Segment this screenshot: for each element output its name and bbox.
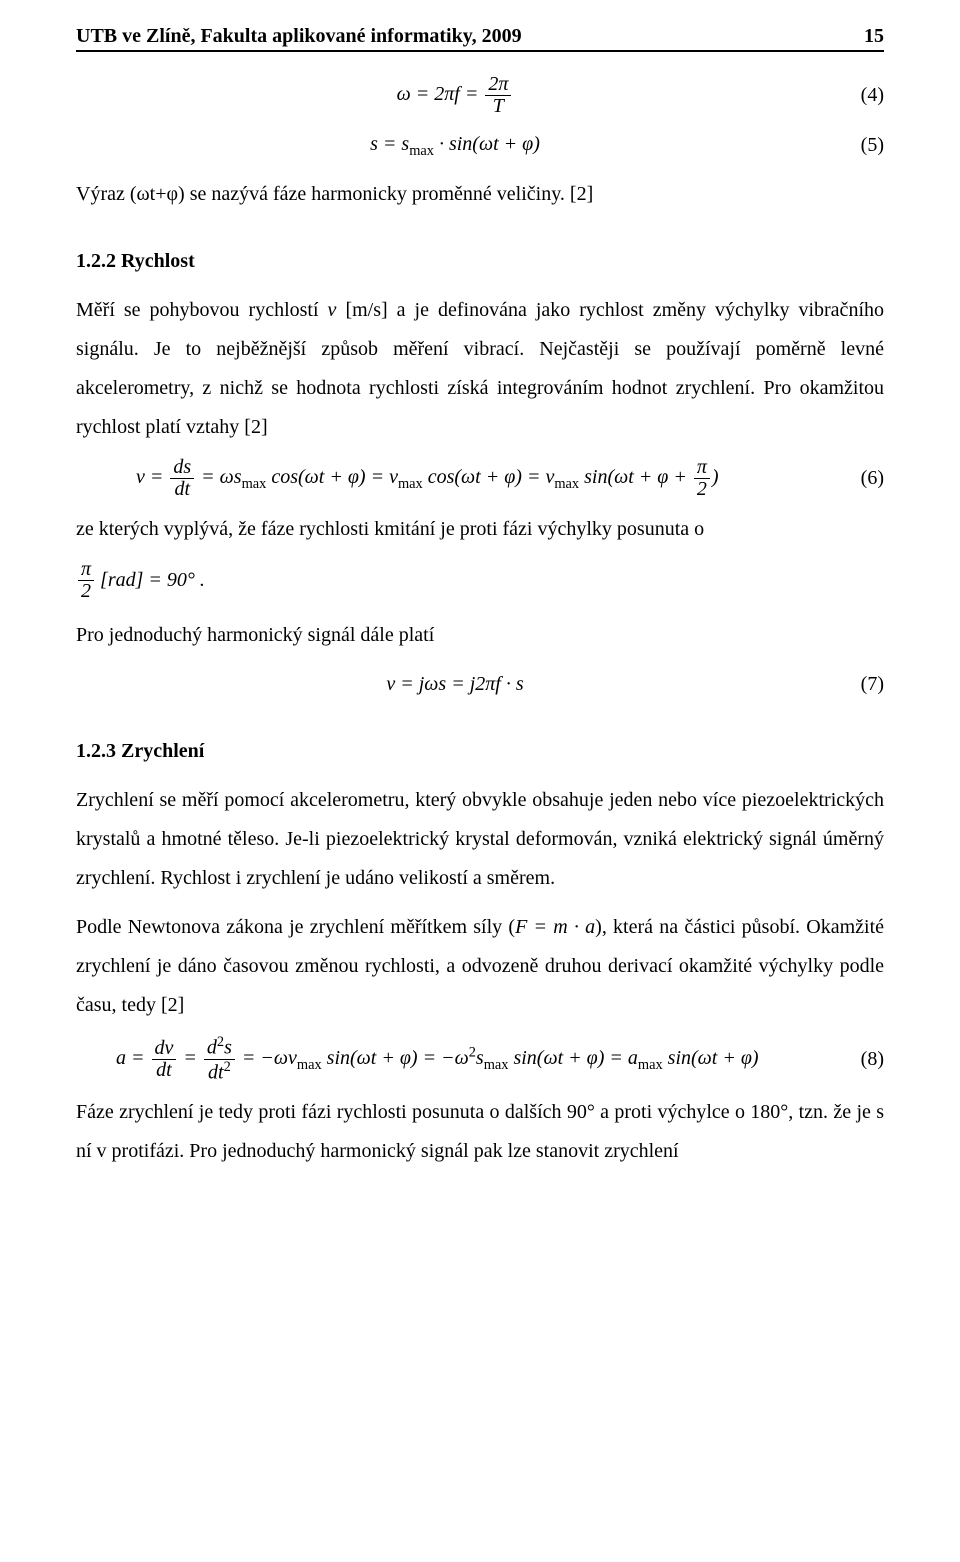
header-title: UTB ve Zlíně, Fakulta aplikované informa… (76, 24, 522, 48)
p3b-fn: π (78, 559, 94, 581)
eq6-f1d: dt (170, 479, 194, 500)
eq8-f2n-pre: d (207, 1037, 217, 1059)
header-page-number: 15 (864, 24, 884, 48)
equation-4-number: (4) (834, 76, 884, 115)
eq6-f1n: ds (170, 457, 194, 479)
eq6-s3: max (554, 476, 579, 492)
equation-5-number: (5) (834, 126, 884, 165)
eq8-eq: = (178, 1047, 202, 1069)
eq4-frac-num: 2π (485, 74, 511, 96)
eq8-m3: s (476, 1047, 484, 1069)
eq6-s1: max (242, 476, 267, 492)
eq8-m2: sin(ωt + φ) = −ω (322, 1047, 469, 1069)
eq5-pre: s = s (370, 133, 409, 155)
p3b-rest: [rad] = 90° . (100, 561, 205, 600)
eq4-frac-den: T (485, 96, 511, 117)
paragraph-acceleration-1: Zrychlení se měří pomocí akcelerometru, … (76, 781, 884, 898)
eq6-s2: max (398, 476, 423, 492)
eq8-m1: = −ωv (237, 1047, 297, 1069)
eq5-sub: max (409, 143, 434, 159)
page: UTB ve Zlíně, Fakulta aplikované informa… (0, 0, 960, 1221)
eq5-mid: · sin(ωt + φ) (434, 133, 540, 155)
equation-8: a = dvdt = d2sdt2 = −ωvmax sin(ωt + φ) =… (76, 1035, 834, 1083)
equation-8-row: a = dvdt = d2sdt2 = −ωvmax sin(ωt + φ) =… (76, 1035, 884, 1083)
eq6-f2n: π (694, 457, 710, 479)
heading-1-2-3: 1.2.3 Zrychlení (76, 732, 884, 771)
eq4-omega: ω (397, 83, 411, 105)
paragraph-acceleration-phase: Fáze zrychlení je tedy proti fázi rychlo… (76, 1093, 884, 1171)
eq4-part2: = (460, 83, 484, 105)
eq8-s1: max (297, 1057, 322, 1073)
paragraph-phase: Výraz (ωt+φ) se nazývá fáze harmonicky p… (76, 175, 884, 214)
equation-6-row: v = dsdt = ωsmax cos(ωt + φ) = vmax cos(… (76, 457, 884, 500)
eq8-a: a = (116, 1047, 150, 1069)
eq6-m3: cos(ωt + φ) = v (423, 466, 555, 488)
eq8-s2: max (484, 1057, 509, 1073)
equation-7-number: (7) (834, 665, 884, 704)
equation-4-row: ω = 2πf = 2πT (4) (76, 74, 884, 117)
equation-4: ω = 2πf = 2πT (76, 74, 834, 117)
equation-6: v = dsdt = ωsmax cos(ωt + φ) = vmax cos(… (76, 457, 834, 500)
equation-5-row: s = smax · sin(ωt + φ) (5) (76, 125, 884, 165)
eq6-m2: cos(ωt + φ) = v (266, 466, 398, 488)
eq7-text: v = jωs = j2πf · s (386, 673, 523, 695)
eq8-s3: max (638, 1057, 663, 1073)
eq4-part1: = 2π (411, 83, 455, 105)
p2a: Měří se pohybovou rychlostí (76, 299, 328, 321)
eq8-f2n-sup: 2 (217, 1034, 224, 1050)
paragraph-velocity: Měří se pohybovou rychlostí v [m/s] a je… (76, 291, 884, 447)
equation-7-row: v = jωs = j2πf · s (7) (76, 665, 884, 704)
eq8-f2d-sup: 2 (224, 1059, 231, 1075)
p6-eq: F = m · a (515, 916, 595, 938)
eq8-sup2: 2 (469, 1044, 476, 1060)
equation-8-number: (8) (834, 1040, 884, 1079)
page-header: UTB ve Zlíně, Fakulta aplikované informa… (76, 24, 884, 52)
paragraph-newton: Podle Newtonova zákona je zrychlení měří… (76, 908, 884, 1025)
paragraph-harmonic: Pro jednoduchý harmonický signál dále pl… (76, 616, 884, 655)
eq6-m4: sin(ωt + φ + (579, 466, 692, 488)
paragraph-phase-shift: ze kterých vyplývá, že fáze rychlosti km… (76, 510, 884, 549)
p3b-fd: 2 (78, 581, 94, 602)
phase-shift-value: π2 [rad] = 90° . (76, 559, 884, 602)
eq8-m4: sin(ωt + φ) = a (508, 1047, 637, 1069)
equation-6-number: (6) (834, 459, 884, 498)
equation-7: v = jωs = j2πf · s (76, 665, 834, 704)
p6a: Podle Newtonova zákona je zrychlení měří… (76, 916, 515, 938)
eq6-v: v = (136, 466, 168, 488)
heading-1-2-2: 1.2.2 Rychlost (76, 242, 884, 281)
eq8-f1n: dv (152, 1038, 177, 1060)
equation-5: s = smax · sin(ωt + φ) (76, 125, 834, 165)
eq6-m1: = ωs (196, 466, 241, 488)
eq8-f2n-post: s (224, 1037, 232, 1059)
eq6-m5: ) (712, 466, 719, 488)
eq6-f2d: 2 (694, 479, 710, 500)
eq8-f2d-pre: dt (208, 1061, 224, 1083)
eq8-m5: sin(ωt + φ) (663, 1047, 759, 1069)
eq8-f1d: dt (152, 1060, 177, 1081)
